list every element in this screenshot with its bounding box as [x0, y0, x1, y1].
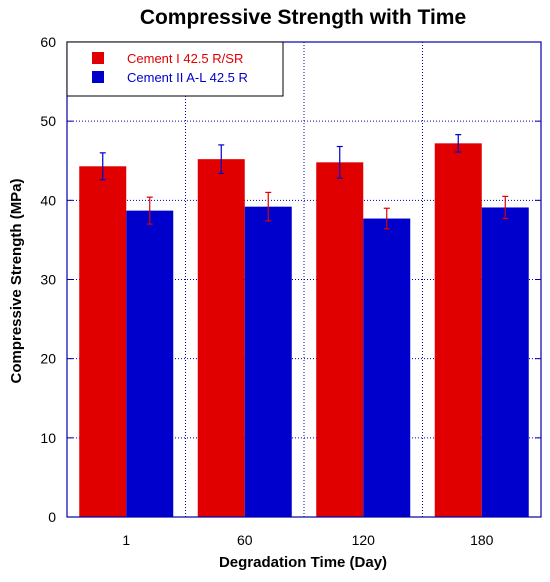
bar [79, 166, 127, 517]
bar [363, 218, 411, 517]
x-tick-label: 60 [237, 532, 253, 548]
bar [197, 159, 245, 517]
legend-box [66, 41, 284, 97]
y-tick-label: 10 [40, 430, 56, 446]
plot-area: 0 10 20 30 40 50 60 1 60 120 180 Cement I 42.5 R/SR… [40, 34, 542, 548]
legend-swatch [92, 71, 104, 83]
x-axis-label: Degradation Time (Day) [219, 554, 387, 571]
chart-title: Compressive Strength with Time [140, 6, 466, 29]
y-tick-label: 0 [48, 509, 56, 525]
x-tick-label: 180 [470, 532, 494, 548]
y-tick-label: 20 [40, 351, 56, 367]
y-tick-label: 60 [40, 34, 56, 50]
x-tick-label: 1 [122, 532, 130, 548]
bar [481, 207, 529, 518]
y-tick-label: 30 [40, 272, 56, 288]
legend-label: Cement I 42.5 R/SR [127, 51, 243, 66]
bar [434, 143, 482, 518]
bar [316, 162, 364, 518]
bar [126, 210, 174, 517]
y-tick-label: 50 [40, 113, 56, 129]
bar [244, 206, 292, 517]
y-axis-label: Compressive Strength (MPa) [8, 178, 25, 383]
legend-label: Cement II A-L 42.5 R [127, 70, 248, 85]
x-tick-label: 120 [352, 532, 376, 548]
legend-swatch [92, 52, 104, 64]
y-tick-label: 40 [40, 192, 56, 208]
